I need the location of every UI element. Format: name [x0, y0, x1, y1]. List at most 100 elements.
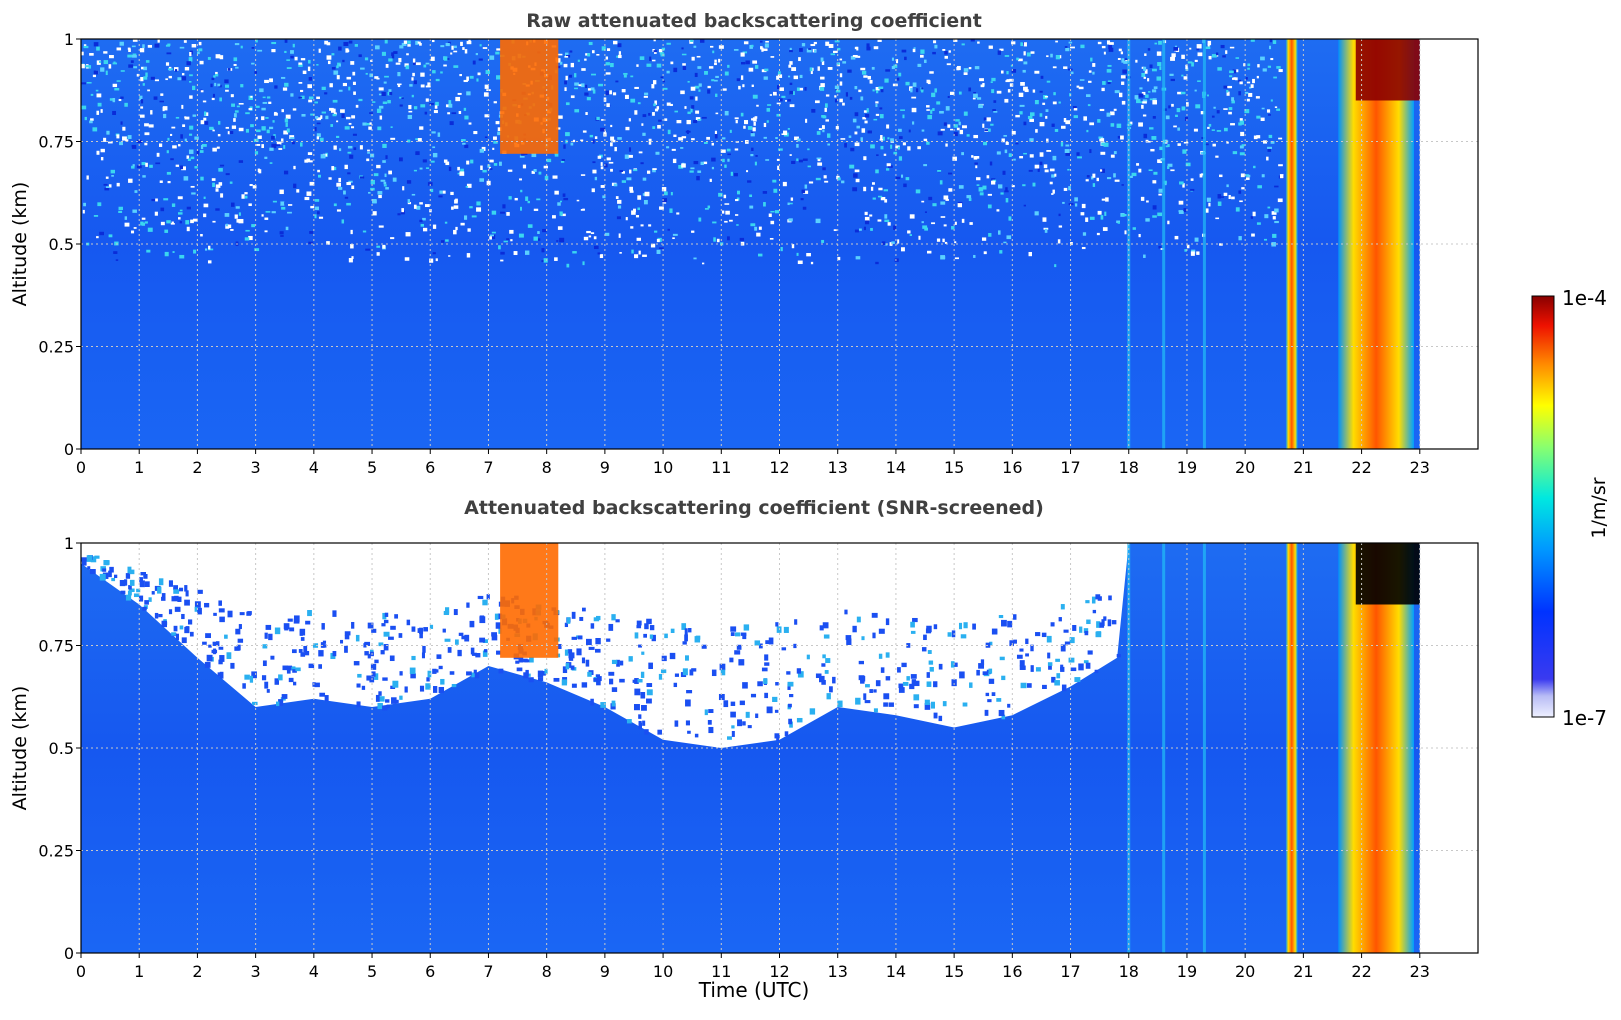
noise-pixel — [100, 157, 104, 161]
noise-pixel — [1034, 211, 1039, 216]
noise-pixel — [1008, 216, 1012, 221]
noise-pixel — [618, 233, 621, 238]
noise-pixel — [704, 70, 708, 75]
noise-pixel — [450, 52, 453, 55]
noise-pixel — [962, 125, 967, 129]
fleck — [187, 619, 193, 625]
fleck — [194, 606, 198, 612]
fleck — [381, 623, 386, 627]
noise-pixel — [1197, 52, 1203, 57]
noise-pixel — [1019, 111, 1023, 115]
noise-pixel — [314, 199, 320, 202]
noise-pixel — [666, 42, 671, 45]
fleck — [951, 679, 957, 687]
noise-pixel — [1171, 53, 1176, 58]
noise-pixel — [1046, 55, 1049, 58]
noise-pixel — [411, 193, 416, 196]
noise-pixel — [273, 112, 278, 116]
noise-pixel — [978, 104, 983, 109]
fleck — [544, 668, 548, 675]
noise-pixel — [1187, 61, 1193, 64]
noise-pixel — [662, 80, 665, 83]
noise-pixel — [118, 206, 123, 211]
noise-pixel — [125, 139, 129, 142]
noise-pixel — [274, 85, 278, 89]
fleck — [213, 648, 217, 655]
noise-pixel — [1251, 233, 1255, 237]
noise-pixel — [1247, 174, 1251, 178]
noise-pixel — [552, 175, 558, 179]
fleck — [374, 659, 379, 664]
fleck — [1019, 660, 1025, 667]
noise-pixel — [469, 206, 473, 209]
noise-pixel — [492, 136, 497, 140]
noise-pixel — [640, 162, 644, 165]
x-tick-label: 0 — [76, 962, 86, 981]
noise-pixel — [711, 79, 715, 82]
noise-pixel — [224, 213, 230, 217]
noise-pixel — [1136, 99, 1141, 104]
noise-pixel — [166, 171, 171, 175]
noise-pixel — [238, 127, 244, 132]
fleck — [266, 689, 270, 693]
noise-pixel — [1199, 173, 1203, 178]
noise-pixel — [1234, 69, 1239, 73]
noise-pixel — [482, 169, 487, 173]
noise-pixel — [1252, 78, 1255, 84]
noise-pixel — [585, 112, 588, 116]
noise-pixel — [290, 50, 294, 54]
noise-pixel — [1158, 188, 1163, 193]
noise-pixel — [272, 200, 277, 203]
fleck — [571, 611, 576, 619]
noise-pixel — [630, 226, 634, 229]
fleck — [921, 647, 927, 652]
fleck — [230, 662, 235, 669]
noise-pixel — [370, 59, 373, 62]
noise-pixel — [791, 67, 797, 71]
fleck — [819, 675, 825, 683]
noise-pixel — [1153, 171, 1158, 175]
noise-pixel — [814, 100, 820, 104]
noise-pixel — [976, 184, 980, 186]
fleck — [496, 650, 501, 655]
noise-pixel — [175, 164, 180, 167]
noise-pixel — [348, 40, 353, 44]
noise-pixel — [1052, 155, 1057, 161]
noise-pixel — [367, 151, 370, 154]
fleck — [606, 638, 611, 642]
fleck — [144, 600, 149, 605]
noise-pixel — [353, 147, 357, 151]
noise-pixel — [119, 141, 123, 146]
fleck — [1007, 703, 1011, 708]
fleck — [959, 671, 965, 679]
noise-pixel — [336, 65, 339, 69]
noise-pixel — [1023, 152, 1027, 155]
noise-pixel — [248, 235, 253, 241]
noise-pixel — [93, 215, 99, 217]
noise-pixel — [598, 83, 603, 87]
noise-pixel — [1213, 106, 1216, 109]
noise-pixel — [557, 53, 563, 56]
noise-pixel — [383, 181, 387, 185]
noise-pixel — [1256, 222, 1261, 225]
noise-pixel — [451, 206, 454, 210]
noise-pixel — [245, 229, 250, 232]
noise-pixel — [724, 203, 730, 205]
fleck — [852, 625, 857, 633]
noise-pixel — [751, 44, 754, 48]
noise-pixel — [254, 71, 258, 74]
fleck — [969, 682, 973, 688]
noise-pixel — [1148, 91, 1151, 93]
noise-pixel — [215, 208, 220, 211]
noise-pixel — [112, 110, 117, 116]
noise-pixel — [233, 63, 237, 66]
noise-pixel — [259, 88, 264, 93]
noise-pixel — [1103, 142, 1109, 147]
noise-pixel — [1003, 134, 1007, 137]
y-axis-ticks: 00.250.50.751 — [38, 30, 81, 459]
noise-pixel — [864, 216, 870, 221]
noise-pixel — [983, 117, 989, 121]
noise-pixel — [1241, 144, 1245, 147]
noise-pixel — [819, 87, 825, 91]
noise-pixel — [1004, 55, 1010, 57]
